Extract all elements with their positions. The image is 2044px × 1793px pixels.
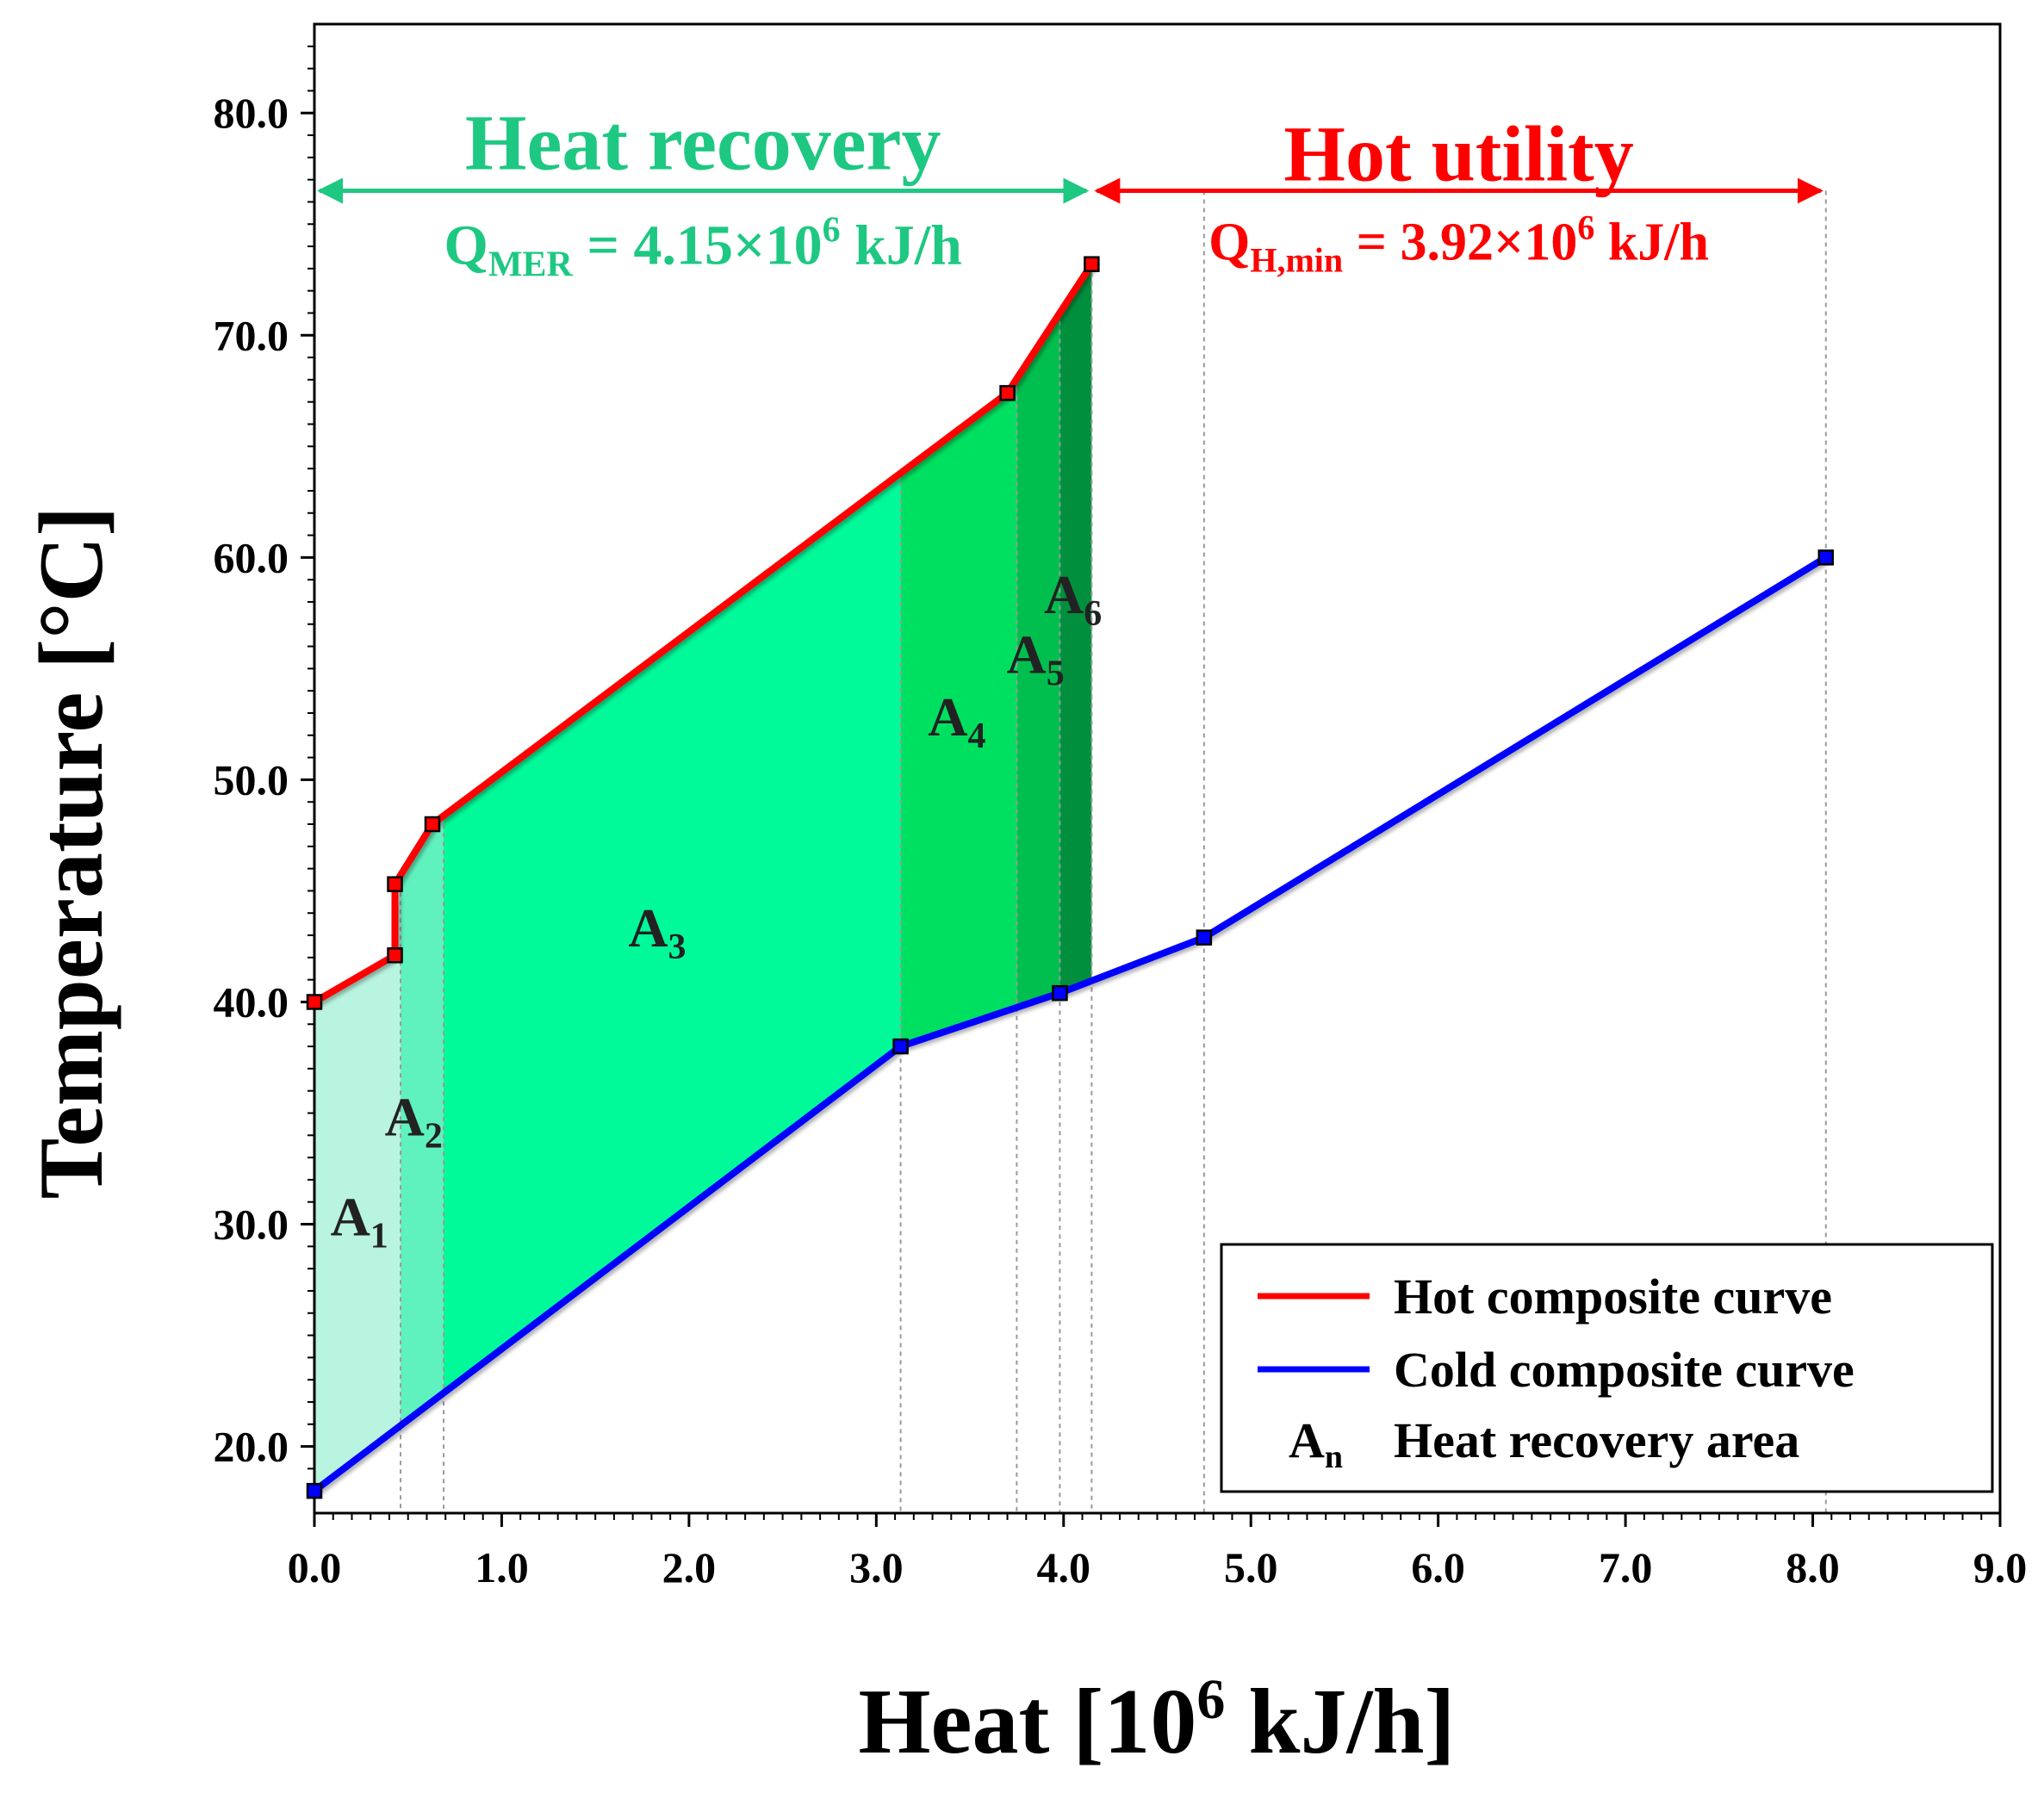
hot-utility-annotation: Hot utility QH,min = 3.92×106 kJ/h bbox=[1094, 110, 1823, 280]
heat-recovery-area-5 bbox=[1016, 313, 1060, 1008]
heat-recovery-areas bbox=[314, 264, 1092, 1492]
y-tick-label: 20.0 bbox=[214, 1423, 289, 1471]
x-axis-label-exponent: 6 bbox=[1196, 1668, 1225, 1731]
x-tick-label: 7.0 bbox=[1599, 1543, 1653, 1591]
heat-recovery-area-3 bbox=[444, 473, 901, 1393]
x-axis-label: Heat [106 kJ/h] bbox=[859, 1668, 1456, 1773]
area-label-a5: A5 bbox=[1007, 624, 1065, 694]
heat-recovery-title: Heat recovery bbox=[465, 99, 941, 187]
heat-recovery-area-6 bbox=[1059, 264, 1092, 994]
hot-utility-title: Hot utility bbox=[1283, 110, 1633, 198]
q-hmin-symbol: Q bbox=[1208, 214, 1250, 272]
x-tick-label: 5.0 bbox=[1224, 1543, 1278, 1591]
legend-cold-label: Cold composite curve bbox=[1394, 1342, 1855, 1398]
cold-curve-point bbox=[892, 1038, 909, 1055]
area-label-a4: A4 bbox=[928, 686, 985, 756]
cold-curve-point bbox=[306, 1482, 323, 1499]
hot-curve-point bbox=[387, 876, 403, 892]
x-axis-label-main: Heat [10 bbox=[859, 1671, 1197, 1773]
x-tick-label: 1.0 bbox=[475, 1543, 529, 1591]
hot-curve-point bbox=[999, 385, 1016, 401]
hot-curve-point bbox=[387, 947, 403, 964]
x-tick-label: 6.0 bbox=[1411, 1543, 1465, 1591]
heat-recovery-q: QMER = 4.15×106 kJ/h bbox=[444, 211, 962, 285]
q-hmin-unit: kJ/h bbox=[1594, 214, 1709, 272]
heat-recovery-area-2 bbox=[401, 816, 444, 1426]
axis-ticks: 0.0 1.0 2.0 3.0 4.0 5.0 6.0 7.0 8.0 9.0 20.0 30.0 40… bbox=[214, 45, 2028, 1591]
legend: Hot composite curve Cold composite curve… bbox=[1220, 1243, 1994, 1493]
area-label-a6: A6 bbox=[1044, 564, 1102, 634]
x-tick-label: 8.0 bbox=[1786, 1543, 1840, 1591]
area-label-a2: A2 bbox=[385, 1086, 443, 1156]
x-tick-label: 0.0 bbox=[288, 1543, 342, 1591]
area-label-a3: A3 bbox=[628, 897, 686, 967]
y-tick-label: 30.0 bbox=[214, 1201, 289, 1249]
y-tick-label: 70.0 bbox=[214, 311, 289, 359]
hot-curve-point bbox=[1084, 256, 1100, 272]
q-mer-symbol: Q bbox=[444, 214, 488, 277]
q-mer-exponent: 6 bbox=[823, 211, 841, 251]
x-tick-label: 4.0 bbox=[1037, 1543, 1091, 1591]
x-axis-label-unit: kJ/h] bbox=[1225, 1671, 1455, 1773]
y-tick-label: 50.0 bbox=[214, 755, 289, 803]
hot-composite-curve bbox=[312, 262, 1095, 1005]
cold-curve-point bbox=[1052, 984, 1068, 1002]
legend-area-label: Heat recovery area bbox=[1394, 1412, 1799, 1468]
q-hmin-value: = 3.92×10 bbox=[1343, 214, 1577, 272]
cold-curve-point bbox=[1817, 549, 1835, 566]
heat-recovery-area-4 bbox=[900, 378, 1017, 1047]
hot-utility-q: QH,min = 3.92×106 kJ/h bbox=[1208, 208, 1709, 280]
q-hmin-exponent: 6 bbox=[1577, 208, 1594, 247]
composite-curves bbox=[306, 256, 1835, 1499]
hot-curve-point bbox=[306, 994, 323, 1010]
legend-area-marker: An bbox=[1289, 1412, 1343, 1475]
q-mer-unit: kJ/h bbox=[841, 214, 962, 277]
x-tick-label: 3.0 bbox=[849, 1543, 904, 1591]
legend-area-marker-subscript: n bbox=[1325, 1439, 1343, 1475]
legend-area-marker-letter: A bbox=[1289, 1412, 1325, 1468]
x-tick-label: 2.0 bbox=[662, 1543, 717, 1591]
q-mer-value: = 4.15×10 bbox=[573, 214, 823, 277]
y-axis-label: Temperature [°C] bbox=[21, 506, 121, 1200]
q-mer-subscript: MER bbox=[488, 245, 574, 285]
area-label-a1: A1 bbox=[331, 1186, 388, 1256]
legend-hot-label: Hot composite curve bbox=[1394, 1269, 1832, 1325]
cold-curve-point bbox=[1196, 929, 1213, 946]
q-hmin-subscript: H,min bbox=[1250, 241, 1343, 280]
heat-recovery-area-1 bbox=[314, 875, 401, 1492]
y-tick-label: 60.0 bbox=[214, 533, 289, 581]
x-tick-label: 9.0 bbox=[1973, 1543, 2028, 1591]
hot-curve-point bbox=[424, 816, 441, 833]
y-tick-label: 80.0 bbox=[214, 89, 289, 137]
y-tick-label: 40.0 bbox=[214, 977, 289, 1026]
heat-recovery-annotation: Heat recovery QMER = 4.15×106 kJ/h bbox=[317, 99, 1090, 285]
